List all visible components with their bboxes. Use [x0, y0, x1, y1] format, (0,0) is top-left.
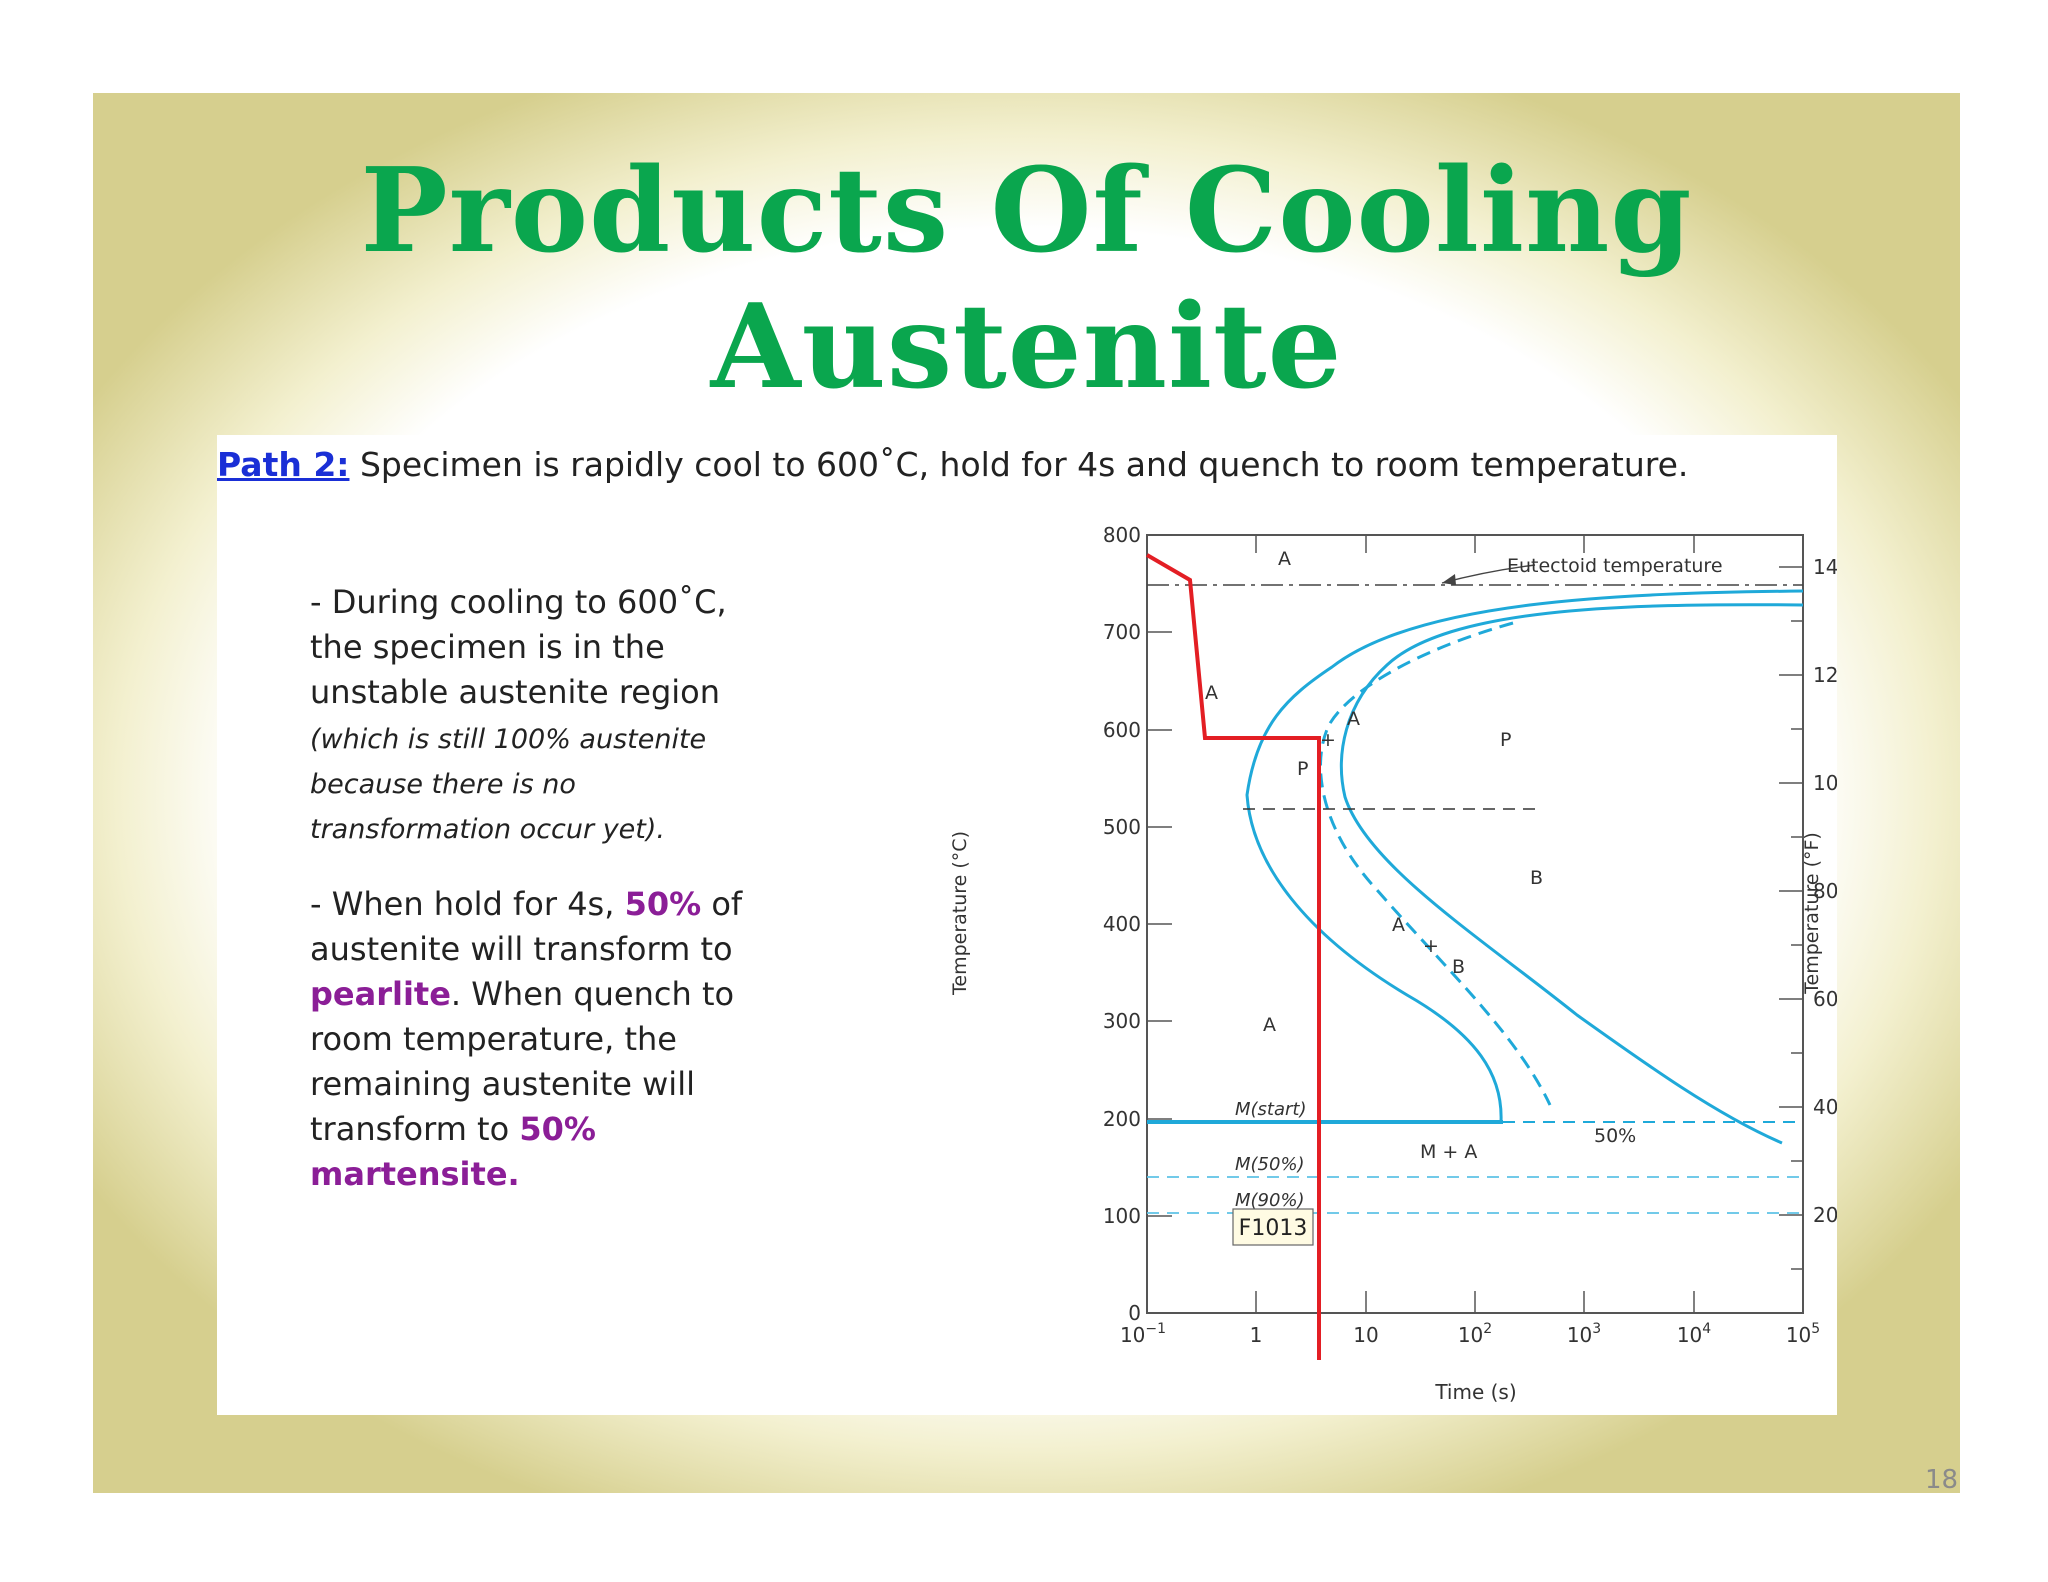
martensite-labels: M(start) M(50%) M(90%) — [1235, 1099, 1307, 1211]
y-right-tick-label: 600 — [1813, 987, 1837, 1011]
label-a-top: A — [1278, 548, 1291, 570]
label-plus-2: + — [1423, 935, 1439, 957]
x-tick-base: 10 — [1458, 1323, 1483, 1347]
note-hold-text-c: . When quench to room temperature, the r… — [310, 975, 735, 1148]
label-m-50: M(50%) — [1235, 1154, 1305, 1175]
slide-background: Products Of Cooling Austenite Path 2: Sp… — [93, 93, 1960, 1495]
note-hold-text-a: - When hold for 4s, — [310, 885, 625, 923]
y-left-tick-label: 0 — [1128, 1301, 1141, 1325]
label-m-plus-a: M + A — [1420, 1141, 1477, 1163]
label-b-small: B — [1452, 956, 1465, 978]
x-tick-label: 105 — [1786, 1321, 1820, 1347]
label-p-small: P — [1297, 758, 1308, 780]
page-number: 18 — [1925, 1465, 1959, 1495]
x-axis-label: Time (s) — [1434, 1380, 1516, 1404]
label-p-big: P — [1500, 729, 1511, 751]
curve-50-percent — [1319, 621, 1552, 1106]
x-tick-sup: −1 — [1145, 1321, 1166, 1337]
y-right-tick-label: 1400 — [1813, 555, 1837, 579]
label-m-start: M(start) — [1235, 1099, 1307, 1120]
x-tick-base: 10 — [1677, 1323, 1702, 1347]
path-label: Path 2: — [217, 445, 350, 484]
curve-transformation-finish — [1339, 603, 1804, 1145]
eutectoid-label: Eutectoid temperature — [1507, 555, 1723, 577]
x-tick-label: 104 — [1677, 1321, 1711, 1347]
y-right-tick-label: 200 — [1813, 1203, 1837, 1227]
slide-title: Products Of Cooling Austenite — [360, 143, 1693, 415]
x-tick-base: 10 — [1120, 1323, 1145, 1347]
x-tick-label: 102 — [1458, 1321, 1492, 1347]
y-right-ticks — [1779, 566, 1803, 1270]
x-tick-label: 1 — [1250, 1323, 1263, 1347]
label-m-90: M(90%) — [1235, 1190, 1305, 1211]
ttt-diagram: Temperature (°C) Temperature (°F) Time (… — [949, 523, 1837, 1404]
note-hold-pearlite: pearlite — [310, 975, 451, 1013]
figure-code: F1013 — [1239, 1216, 1308, 1241]
path-text: Specimen is rapidly cool to 600˚C, hold … — [359, 445, 1689, 484]
note-hold: - When hold for 4s, 50% of austenite wil… — [310, 882, 750, 1197]
y-left-tick-label: 800 — [1103, 523, 1141, 547]
y-left-tick-label: 500 — [1103, 815, 1141, 839]
x-tick-label: 10−1 — [1120, 1321, 1166, 1347]
y-left-tick-label: 300 — [1103, 1009, 1141, 1033]
cooling-path-2 — [1145, 553, 1321, 1360]
region-labels: A A A A + P P B A + B M + A 50% — [1205, 548, 1636, 1163]
x-tick-labels: 10−1 1 10 102 103 104 105 — [1120, 1321, 1820, 1347]
figure-code-box — [1232, 1208, 1314, 1246]
y-left-tick-label: 700 — [1103, 620, 1141, 644]
y-left-tick-labels: 800 700 600 500 400 300 200 100 0 — [1103, 523, 1141, 1325]
note-hold-text-b: of austenite will transform to — [310, 885, 743, 968]
note-cooling: - During cooling to 600˚C, the specimen … — [310, 580, 750, 850]
content-panel: Path 2: Specimen is rapidly cool to 600˚… — [217, 435, 1837, 1415]
y-left-ticks — [1147, 534, 1172, 1217]
note-hold-martensite: 50% martensite. — [310, 1110, 596, 1193]
x-ticks — [1255, 535, 1695, 1313]
note-cooling-italic: (which is still 100% austenite because t… — [310, 724, 707, 845]
y-left-tick-label: 200 — [1103, 1107, 1141, 1131]
label-plus-1: + — [1320, 729, 1336, 751]
x-tick-base: 10 — [1567, 1323, 1592, 1347]
label-a-nose: A — [1347, 708, 1360, 730]
x-tick-sup: 4 — [1702, 1321, 1711, 1337]
x-tick-sup: 3 — [1592, 1321, 1601, 1337]
note-cooling-text: - During cooling to 600˚C, the specimen … — [310, 583, 727, 711]
label-b-big: B — [1530, 867, 1543, 889]
y-left-tick-label: 400 — [1103, 912, 1141, 936]
label-a-left: A — [1205, 682, 1218, 704]
eutectoid-arrowhead — [1442, 574, 1456, 585]
note-hold-percent: 50% — [624, 885, 702, 923]
curve-transformation-start — [1245, 589, 1804, 1123]
label-a-mid: A — [1392, 914, 1405, 936]
x-tick-sup: 5 — [1811, 1321, 1820, 1337]
x-tick-sup: 2 — [1483, 1321, 1492, 1337]
y-right-tick-label: 1200 — [1813, 663, 1837, 687]
x-tick-label: 103 — [1567, 1321, 1601, 1347]
y-left-tick-label: 100 — [1103, 1204, 1141, 1228]
x-tick-base: 10 — [1786, 1323, 1811, 1347]
label-50-percent: 50% — [1594, 1125, 1636, 1147]
path-description: Path 2: Specimen is rapidly cool to 600˚… — [217, 445, 1837, 484]
x-tick-label: 10 — [1353, 1323, 1378, 1347]
notes: - During cooling to 600˚C, the specimen … — [310, 580, 750, 1229]
y-left-axis-label: Temperature (°C) — [949, 831, 971, 996]
y-right-tick-label: 400 — [1813, 1095, 1837, 1119]
y-left-tick-label: 600 — [1103, 718, 1141, 742]
label-a-lower: A — [1263, 1014, 1276, 1036]
y-right-axis-label: Temperature (°F) — [1801, 832, 1823, 995]
y-right-tick-label: 800 — [1813, 879, 1837, 903]
